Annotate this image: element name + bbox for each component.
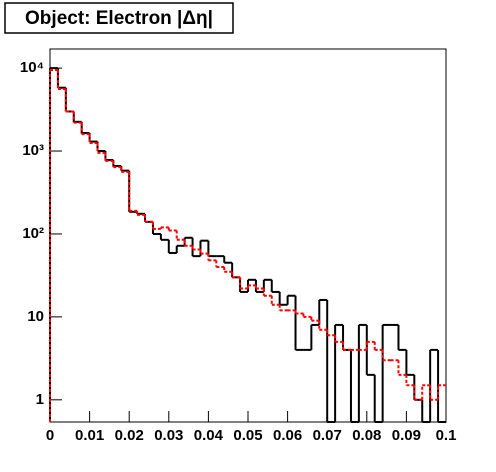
y-tick-label: 1 xyxy=(36,391,44,408)
x-tick-label: 0.1 xyxy=(436,427,457,444)
y-tick-label: 10⁴ xyxy=(20,59,44,76)
y-tick-label: 10 xyxy=(27,308,44,325)
x-tick-label: 0 xyxy=(46,427,54,444)
plot-frame xyxy=(49,48,447,423)
x-tick-label: 0.08 xyxy=(352,427,381,444)
y-tick-label: 10² xyxy=(22,225,44,242)
x-tick-label: 0.06 xyxy=(273,427,302,444)
x-tick-label: 0.09 xyxy=(392,427,421,444)
x-tick-label: 0.07 xyxy=(313,427,342,444)
x-tick-label: 0.04 xyxy=(194,427,224,444)
title-box xyxy=(4,2,234,34)
y-tick-label: 10³ xyxy=(22,142,44,159)
x-tick-label: 0.02 xyxy=(115,427,144,444)
x-tick-label: 0.05 xyxy=(233,427,262,444)
x-tick-label: 0.03 xyxy=(154,427,183,444)
chart-title: Object: Electron |Δη| xyxy=(25,8,213,29)
x-tick-label: 0.01 xyxy=(75,427,104,444)
